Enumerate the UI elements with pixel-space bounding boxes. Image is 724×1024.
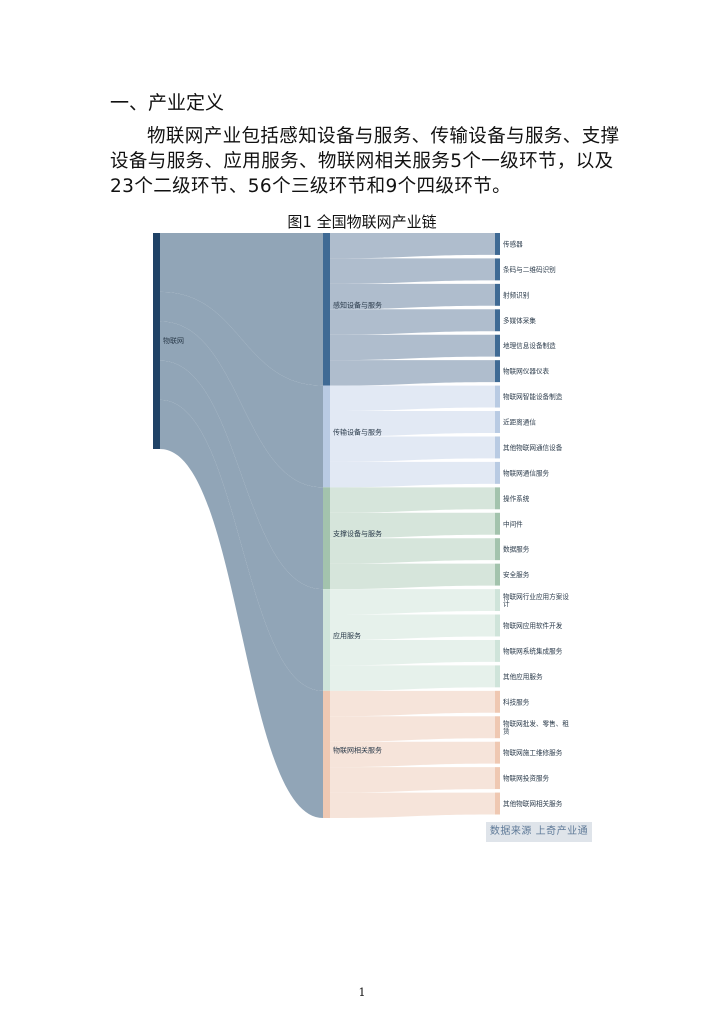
- leaf-label-5-2-line1: 物联网批发、零售、租: [503, 719, 569, 728]
- leaf-label-5-5: 其他物联网相关服务: [503, 799, 563, 808]
- leaf-label-1-1: 传感器: [503, 239, 523, 248]
- flow-group2-leaf3: [330, 436, 495, 461]
- node-group-3: [323, 487, 330, 589]
- leaf-label-2-1: 物联网智能设备制造: [503, 392, 563, 401]
- node-leaf-2-4: [495, 462, 500, 484]
- node-leaf-5-2: [495, 716, 500, 738]
- flow-group1-leaf6: [330, 360, 495, 385]
- leaf-label-3-1: 操作系统: [503, 494, 530, 503]
- node-leaf-5-5: [495, 793, 500, 815]
- flow-group1-leaf5: [330, 335, 495, 360]
- leaf-label-2-4: 物联网通信服务: [503, 468, 550, 477]
- flow-group4-leaf1: [330, 589, 495, 614]
- node-leaf-1-2: [495, 258, 500, 280]
- leaf-label-5-1: 科技服务: [503, 697, 530, 706]
- node-group-1: [323, 233, 330, 386]
- leaf-label-1-5: 地理信息设备制造: [503, 341, 556, 350]
- node-group-label-4: 应用服务: [333, 631, 361, 640]
- node-leaf-3-1: [495, 487, 500, 509]
- node-leaf-1-6: [495, 360, 500, 382]
- node-leaf-3-3: [495, 538, 500, 560]
- flow-group5-leaf2: [330, 716, 495, 741]
- flow-group4-leaf4: [330, 665, 495, 690]
- flow-group3-leaf4: [330, 564, 495, 589]
- leaf-label-4-1-line2: 计: [503, 599, 510, 608]
- flow-group5-leaf4: [330, 767, 495, 792]
- node-group-label-3: 支撑设备与服务: [333, 529, 382, 538]
- leaf-label-5-2-line2: 赁: [503, 726, 510, 735]
- leaf-label-3-4: 安全服务: [503, 570, 530, 579]
- node-root-label: 物联网: [163, 336, 184, 345]
- flow-group1-leaf1: [330, 233, 495, 258]
- node-leaf-5-1: [495, 691, 500, 713]
- node-group-4: [323, 589, 330, 691]
- node-group-label-1: 感知设备与服务: [333, 300, 382, 309]
- leaf-label-1-2: 条码与二维码识别: [503, 265, 556, 274]
- leaf-label-4-3: 物联网系统集成服务: [503, 646, 563, 655]
- leaf-label-2-3: 其他物联网通信设备: [503, 443, 563, 452]
- page-number: 1: [0, 986, 724, 999]
- leaf-label-3-3: 数据服务: [503, 545, 530, 554]
- leaf-label-1-4: 多媒体采集: [503, 316, 536, 325]
- node-leaf-4-1: [495, 589, 500, 611]
- node-group-label-5: 物联网相关服务: [333, 745, 382, 754]
- leaf-label-5-3: 物联网施工维修服务: [503, 748, 563, 757]
- leaf-label-2-2: 近距离通信: [503, 418, 536, 427]
- node-root: [153, 233, 160, 449]
- flow-group5-leaf5: [330, 793, 495, 818]
- leaf-label-1-6: 物联网仪器仪表: [503, 367, 550, 376]
- node-leaf-2-1: [495, 386, 500, 408]
- node-leaf-2-2: [495, 411, 500, 433]
- node-leaf-3-4: [495, 564, 500, 586]
- flow-group3-leaf1: [330, 487, 495, 512]
- node-leaf-3-2: [495, 513, 500, 535]
- flow-group1-leaf4: [330, 309, 495, 334]
- data-source-note: 数据来源 上奇产业通: [486, 822, 592, 842]
- flow-group2-leaf1: [330, 386, 495, 411]
- node-group-5: [323, 691, 330, 818]
- node-leaf-4-4: [495, 665, 500, 687]
- node-group-label-2: 传输设备与服务: [333, 427, 382, 436]
- leaf-label-4-2: 物联网应用软件开发: [503, 621, 563, 630]
- leaf-label-4-4: 其他应用服务: [503, 672, 543, 681]
- flow-group3-leaf3: [330, 538, 495, 563]
- node-leaf-4-2: [495, 615, 500, 637]
- leaf-label-3-2: 中间件: [503, 519, 523, 528]
- node-leaf-5-4: [495, 767, 500, 789]
- node-leaf-2-3: [495, 436, 500, 458]
- leaf-label-1-3: 射频识别: [503, 290, 530, 299]
- node-leaf-5-3: [495, 742, 500, 764]
- flow-group2-leaf4: [330, 462, 495, 487]
- leaf-label-4-1-line1: 物联网行业应用方案设: [503, 592, 569, 601]
- node-leaf-1-4: [495, 309, 500, 331]
- flow-group4-leaf3: [330, 640, 495, 665]
- node-leaf-4-3: [495, 640, 500, 662]
- leaf-label-5-4: 物联网投资服务: [503, 774, 550, 783]
- flow-group5-leaf1: [330, 691, 495, 716]
- node-leaf-1-5: [495, 335, 500, 357]
- node-group-2: [323, 386, 330, 488]
- node-leaf-1-1: [495, 233, 500, 255]
- node-leaf-1-3: [495, 284, 500, 306]
- flow-group1-leaf2: [330, 258, 495, 283]
